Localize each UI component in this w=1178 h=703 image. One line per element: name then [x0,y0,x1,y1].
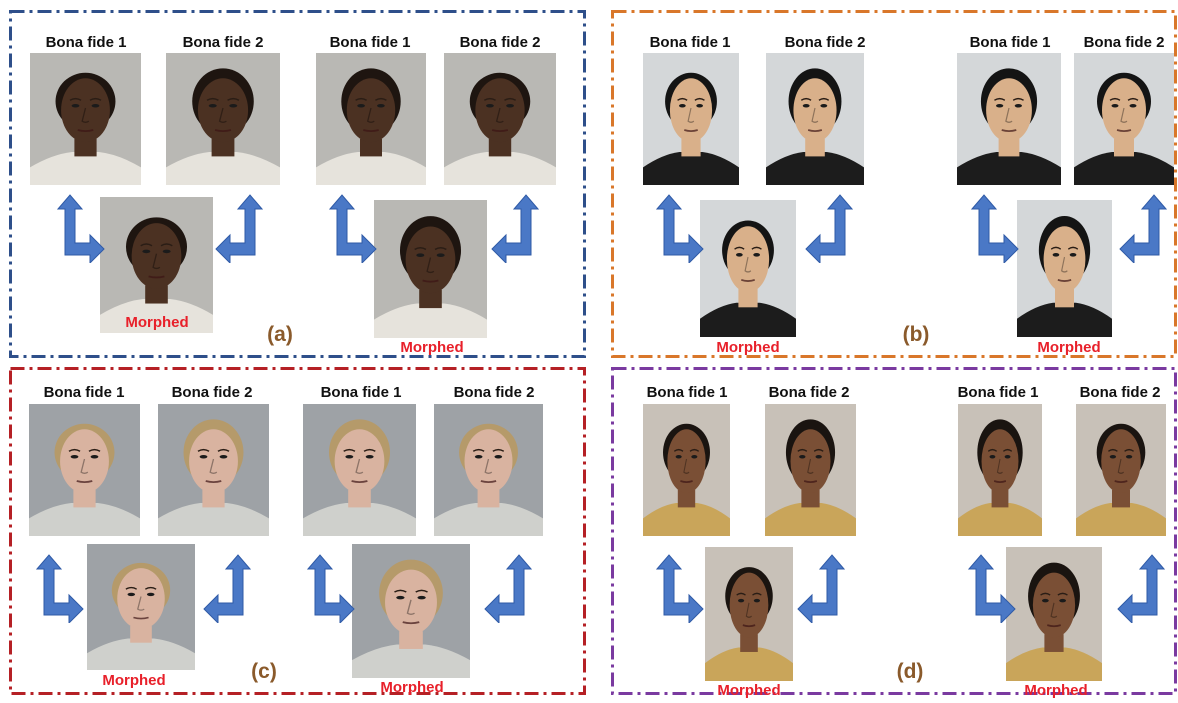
morphed-label: Morphed [716,339,780,356]
panel-tag: (c) [251,660,277,683]
bona-fide-1-photo [316,53,426,185]
bona-fide-1-label: Bona fide 1 [957,384,1039,401]
bona-fide-2-photo [434,404,543,536]
morphed-label: Morphed [102,672,166,689]
panel-frame [611,367,1177,695]
bona-fide-2-label: Bona fide 2 [1083,34,1165,51]
panel-b [611,10,1177,358]
bona-fide-1-label: Bona fide 1 [329,34,411,51]
bona-fide-1-label: Bona fide 1 [649,34,731,51]
morphed-label: Morphed [1024,682,1088,699]
left-arrow-icon [328,193,378,265]
bona-fide-1-photo [643,53,739,185]
bona-fide-2-photo [1074,53,1174,185]
morphed-photo [705,547,793,681]
morphed-label: Morphed [1037,339,1101,356]
panel-c [9,367,586,695]
bona-fide-1-photo [957,53,1061,185]
left-arrow-icon [56,193,106,265]
bona-fide-2-photo [1076,404,1166,536]
bona-fide-2-label: Bona fide 2 [784,34,866,51]
bona-fide-1-photo [30,53,141,185]
morphed-label: Morphed [400,339,464,356]
bona-fide-2-label: Bona fide 2 [453,384,535,401]
left-arrow-icon [655,193,705,265]
right-arrow-icon [214,193,264,265]
right-arrow-icon [202,553,252,625]
bona-fide-2-photo [766,53,864,185]
bona-fide-1-label: Bona fide 1 [43,384,125,401]
right-arrow-icon [796,553,846,625]
right-arrow-icon [490,193,540,265]
left-arrow-icon [970,193,1020,265]
bona-fide-1-label: Bona fide 1 [320,384,402,401]
bona-fide-2-photo [158,404,269,536]
bona-fide-2-label: Bona fide 2 [459,34,541,51]
right-arrow-icon [1116,553,1166,625]
morphed-photo [1017,200,1112,337]
panel-frame [611,10,1177,358]
right-arrow-icon [1118,193,1168,265]
bona-fide-1-label: Bona fide 1 [969,34,1051,51]
bona-fide-1-photo [958,404,1042,536]
left-arrow-icon [655,553,705,625]
morphed-label: Morphed [125,314,189,331]
morphed-label: Morphed [380,679,444,696]
morphed-photo [700,200,796,337]
morphed-photo [352,544,470,678]
right-arrow-icon [483,553,533,625]
morphed-label: Morphed [717,682,781,699]
bona-fide-2-label: Bona fide 2 [1079,384,1161,401]
bona-fide-1-photo [29,404,140,536]
morphed-photo [1006,547,1102,681]
bona-fide-1-photo [303,404,416,536]
panel-d [611,367,1177,695]
bona-fide-2-photo [765,404,856,536]
morphed-photo [87,544,195,670]
bona-fide-1-photo [643,404,730,536]
panel-tag: (b) [902,323,930,346]
left-arrow-icon [35,553,85,625]
bona-fide-2-label: Bona fide 2 [768,384,850,401]
morphed-photo [374,200,487,338]
bona-fide-2-photo [444,53,556,185]
bona-fide-1-label: Bona fide 1 [646,384,728,401]
bona-fide-2-label: Bona fide 2 [182,34,264,51]
panel-frame [9,367,586,695]
bona-fide-2-label: Bona fide 2 [171,384,253,401]
bona-fide-2-photo [166,53,280,185]
left-arrow-icon [967,553,1017,625]
right-arrow-icon [804,193,854,265]
panel-tag: (a) [267,323,293,346]
bona-fide-1-label: Bona fide 1 [45,34,127,51]
morphed-photo [100,197,213,333]
left-arrow-icon [306,553,356,625]
panel-tag: (d) [896,660,924,683]
